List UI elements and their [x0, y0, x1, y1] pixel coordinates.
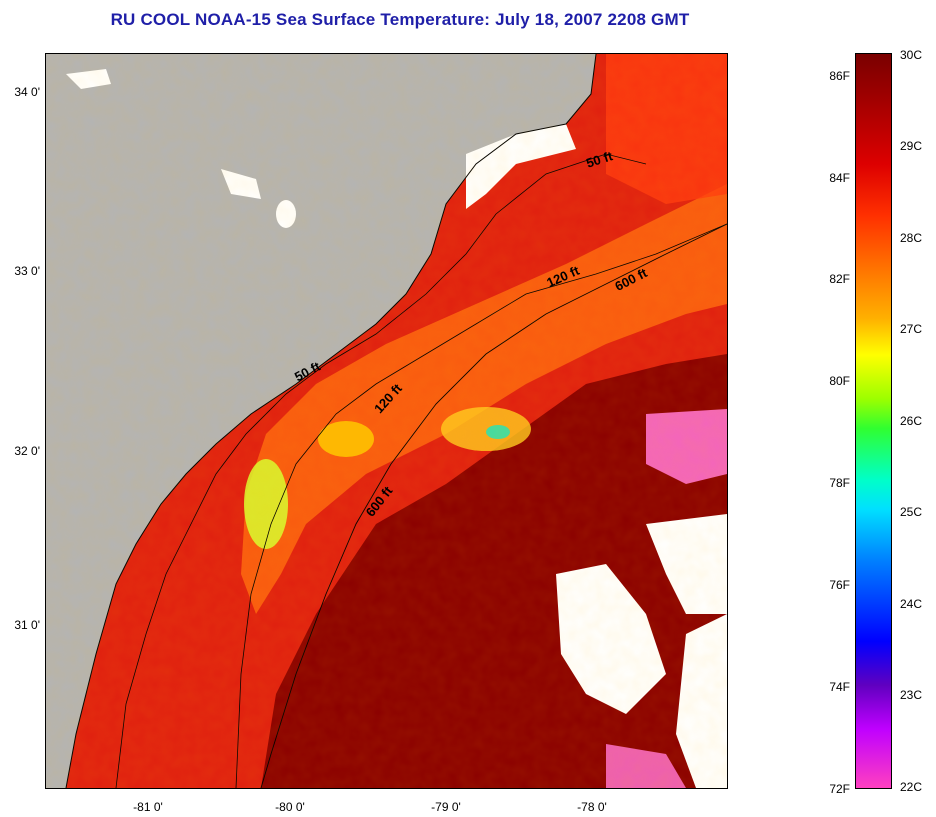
colorbar-fahrenheit-label: 80F — [829, 374, 850, 388]
longitude-label: -78 0' — [577, 800, 607, 814]
latitude-label: 34 0' — [14, 85, 40, 99]
longitude-label: -81 0' — [133, 800, 163, 814]
colorbar-fahrenheit-label: 72F — [829, 782, 850, 796]
colorbar-celsius-label: 29C — [900, 139, 923, 153]
colorbar-celsius-label: 24C — [900, 597, 923, 611]
colorbar-celsius-label: 27C — [900, 322, 923, 336]
colorbar-fahrenheit-label: 74F — [829, 680, 850, 694]
latitude-label: 32 0' — [14, 444, 40, 458]
colorbar-fahrenheit-label: 82F — [829, 272, 850, 286]
colorbar-celsius-label: 28C — [900, 231, 923, 245]
latitude-label: 33 0' — [14, 264, 40, 278]
longitude-label: -80 0' — [275, 800, 305, 814]
map-title: RU COOL NOAA-15 Sea Surface Temperature:… — [110, 10, 690, 29]
colorbar-fahrenheit-label: 76F — [829, 578, 850, 592]
latitude-label: 31 0' — [14, 618, 40, 632]
sst-map: 50 ft 120 ft 600 ft 50 ft 120 ft 600 ft — [45, 53, 728, 789]
colorbar-celsius-label: 22C — [900, 780, 923, 794]
colorbar-celsius-label: 30C — [900, 48, 923, 62]
colorbar-fahrenheit-label: 84F — [829, 171, 850, 185]
colorbar-celsius-label: 23C — [900, 688, 923, 702]
colorbar-fahrenheit-label: 86F — [829, 69, 850, 83]
longitude-label: -79 0' — [431, 800, 461, 814]
temperature-colorbar — [855, 53, 892, 789]
colorbar-celsius-label: 25C — [900, 505, 923, 519]
colorbar-celsius-label: 26C — [900, 414, 923, 428]
sst-map-image — [46, 54, 727, 788]
colorbar-fahrenheit-label: 78F — [829, 476, 850, 490]
